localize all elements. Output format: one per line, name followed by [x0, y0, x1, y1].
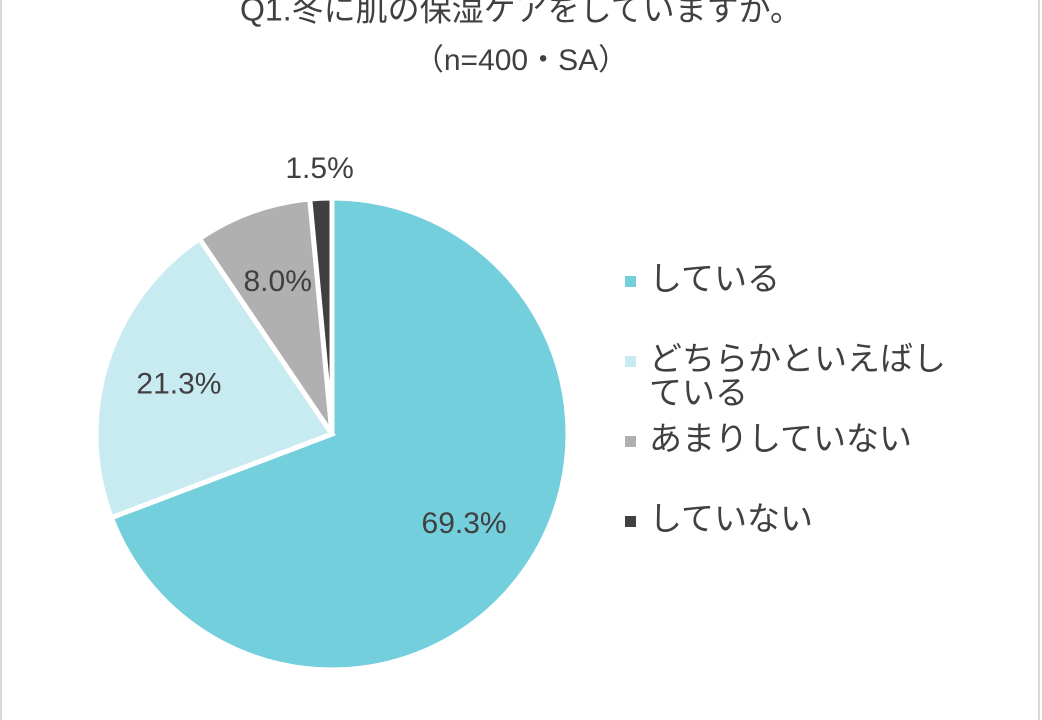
legend-swatch	[625, 356, 636, 367]
legend-label: あまりしていない	[649, 420, 913, 457]
pie-slice	[108, 195, 571, 673]
legend-item: していない	[625, 502, 975, 582]
legend-label: していない	[649, 500, 814, 537]
pie-slice	[93, 235, 336, 521]
legend-label: している	[649, 260, 781, 297]
legend-item: している	[625, 262, 975, 342]
legend-item: どちらかといえばしている	[625, 342, 975, 422]
data-label: 21.3%	[136, 368, 221, 401]
legend-label: どちらかといえばしている	[649, 340, 946, 411]
legend: しているどちらかといえばしているあまりしていない していない	[625, 262, 975, 582]
data-label: 1.5%	[285, 152, 353, 185]
legend-swatch	[625, 516, 636, 527]
legend-item: あまりしていない	[625, 422, 975, 502]
legend-swatch	[625, 436, 636, 447]
pie-slice	[195, 196, 335, 436]
chart-subtitle: （n=400・SA）	[414, 44, 628, 77]
data-label: 69.3%	[422, 507, 507, 540]
data-label: 8.0%	[243, 265, 311, 298]
chart-title: Q1.冬に肌の保湿ケアをしていますか。	[240, 0, 802, 27]
pie-slice	[307, 195, 335, 435]
legend-swatch	[625, 276, 636, 287]
